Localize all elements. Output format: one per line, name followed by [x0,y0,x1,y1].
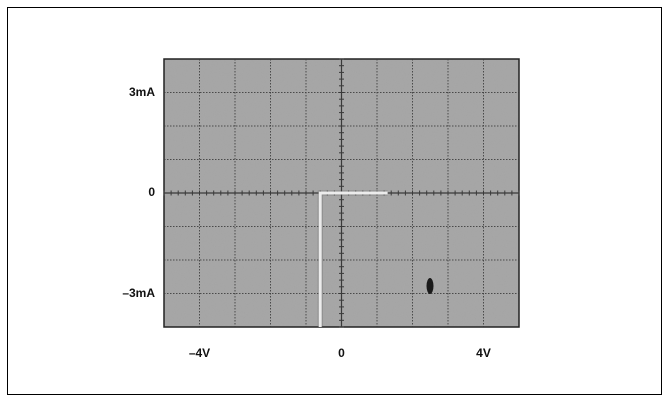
screen-artifact [426,278,434,294]
x-tick-label: –4V [188,346,211,360]
y-tick-label: 0 [148,185,155,199]
y-tick-label: 3mA [128,84,155,99]
y-tick-label: –3mA [122,285,155,300]
x-tick-label: 0 [338,346,345,360]
x-tick-label: 4V [476,346,491,360]
series-trace [318,191,388,327]
